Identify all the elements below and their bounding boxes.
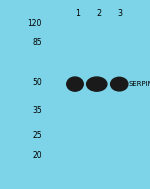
Text: 1: 1: [75, 9, 81, 18]
Text: 20: 20: [32, 151, 42, 160]
Text: SERPINB4: SERPINB4: [128, 81, 150, 87]
Text: 50: 50: [32, 78, 42, 87]
Text: 120: 120: [28, 19, 42, 28]
Text: 85: 85: [32, 38, 42, 47]
Text: 2: 2: [96, 9, 102, 18]
Text: 35: 35: [32, 106, 42, 115]
Text: 3: 3: [117, 9, 123, 18]
Ellipse shape: [67, 77, 83, 91]
Ellipse shape: [87, 77, 107, 91]
Text: 25: 25: [32, 131, 42, 140]
Ellipse shape: [111, 77, 128, 91]
